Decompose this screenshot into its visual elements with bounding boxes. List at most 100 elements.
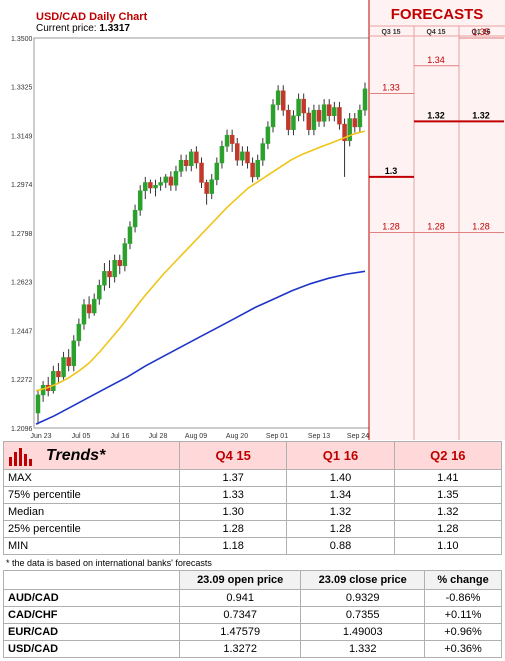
usdcad-chart: 1.3500 1.3325 1.3149 1.2974 1.2798 1.2623 1.24… — [11, 0, 505, 440]
candle-body — [337, 107, 342, 125]
trends-col-q4-15: Q4 15 — [178, 441, 288, 470]
pairs-table: 23.09 open price 23.09 close price % cha… — [3, 570, 502, 658]
pair-close: 0.7355 — [300, 606, 426, 624]
pair-change: +0.36% — [424, 640, 502, 658]
pair-name: CAD/CHF — [3, 606, 180, 624]
forecast-value: 1.28 — [382, 221, 400, 231]
candle-body — [332, 107, 337, 117]
y-tick-label: 1.3500 — [11, 36, 33, 43]
forecast-panel — [369, 0, 505, 440]
current-price-value: 1.3317 — [99, 23, 130, 34]
y-tick-label: 1.2096 — [11, 426, 33, 433]
pairs-row: USD/CAD 1.3272 1.332 +0.36% — [3, 640, 502, 658]
trends-cell: 1.41 — [393, 469, 503, 487]
candle-body — [86, 304, 92, 314]
bar-chart-icon — [9, 447, 32, 466]
candle-body — [342, 123, 347, 142]
trends-cell: 1.28 — [393, 520, 503, 538]
candle-body — [199, 162, 204, 183]
x-tick-label: Sep 13 — [308, 433, 330, 440]
trends-table: Trends* Q4 15 Q1 16 Q2 16 MAX 1.37 1.40 1.4… — [3, 441, 503, 555]
forecast-col-header: Q3 15 — [381, 29, 400, 36]
candle-body — [286, 109, 291, 130]
trends-cell: 1.32 — [286, 503, 395, 521]
candle-body — [204, 182, 209, 194]
pair-open: 0.941 — [178, 589, 302, 607]
x-tick-label: Jul 16 — [111, 433, 130, 440]
candle-body — [235, 143, 240, 161]
trends-row-label: MAX — [3, 469, 180, 487]
y-tick-label: 1.2447 — [11, 329, 33, 336]
candle-body — [117, 259, 122, 267]
candle-body — [291, 115, 296, 130]
chart-area: 1.3500 1.3325 1.3149 1.2974 1.2798 1.2623 1.24… — [11, 0, 505, 440]
trends-cell: 1.32 — [393, 503, 503, 521]
x-tick-label: Aug 20 — [226, 433, 248, 440]
candle-body — [306, 112, 312, 130]
trends-row: MAX 1.37 1.40 1.41 — [3, 469, 503, 487]
trends-note: * the data is based on international ban… — [6, 558, 212, 568]
x-tick-label: Aug 09 — [185, 433, 207, 440]
forecast-value: 1.28 — [427, 221, 445, 231]
y-tick-label: 1.2623 — [11, 280, 33, 287]
candle-body — [137, 190, 143, 211]
trends-cell: 1.10 — [393, 537, 503, 555]
candle-body — [229, 134, 235, 144]
candle-body — [224, 134, 230, 147]
candle-body — [316, 109, 322, 122]
candle-body — [178, 159, 184, 172]
candle-body — [153, 184, 158, 189]
forecast-value: 1.35 — [472, 27, 490, 37]
candle-body — [240, 151, 245, 161]
candle-body — [107, 271, 112, 278]
pairs-header-row: 23.09 open price 23.09 close price % cha… — [3, 570, 502, 590]
candle-body — [76, 323, 82, 342]
pair-name: AUD/CAD — [3, 589, 180, 607]
forecast-value: 1.34 — [427, 55, 445, 65]
pair-open: 0.7347 — [178, 606, 302, 624]
candle-body — [194, 151, 199, 164]
y-tick-label: 1.3325 — [11, 85, 33, 92]
pairs-col-change: % change — [424, 570, 502, 590]
candle-body — [362, 88, 368, 111]
candle-body — [173, 171, 179, 186]
forecast-value: 1.28 — [472, 221, 490, 231]
x-tick-label: Jul 28 — [149, 433, 168, 440]
candle-body — [245, 151, 250, 164]
pair-name: EUR/CAD — [3, 623, 180, 641]
pairs-col-empty — [3, 570, 180, 590]
candle-body — [311, 109, 317, 130]
pairs-section: 23.09 open price 23.09 close price % cha… — [3, 570, 502, 658]
candle-body — [148, 182, 153, 189]
trends-title: Trends* — [46, 446, 106, 464]
pairs-col-close: 23.09 close price — [300, 570, 426, 590]
trends-cell: 1.28 — [286, 520, 395, 538]
pairs-row: EUR/CAD 1.47579 1.49003 +0.96% — [3, 623, 502, 641]
ma-short-line — [35, 130, 366, 392]
forecast-value: 1.32 — [427, 110, 445, 120]
candle-body — [158, 182, 163, 186]
y-tick-label: 1.3149 — [11, 134, 33, 141]
trends-cell: 1.30 — [178, 503, 288, 521]
pair-close: 1.332 — [300, 640, 426, 658]
trends-row: Median 1.30 1.32 1.32 — [3, 503, 503, 521]
candle-body — [127, 226, 133, 244]
y-tick-label: 1.2974 — [11, 182, 33, 189]
y-tick-label: 1.2798 — [11, 231, 33, 238]
trends-cell: 1.34 — [286, 486, 395, 504]
forecast-title: FORECASTS — [390, 6, 484, 23]
trends-cell: 1.18 — [178, 537, 288, 555]
candle-body — [132, 209, 138, 228]
candle-body — [35, 394, 41, 414]
candle-body — [321, 104, 327, 122]
candle-body — [352, 118, 358, 128]
forecast-col-header: Q1 16 — [471, 29, 490, 36]
candle-body — [270, 104, 276, 128]
pairs-row: AUD/CAD 0.941 0.9329 -0.86% — [3, 589, 502, 607]
candle-body — [97, 284, 102, 300]
forecast-value: 1.3 — [385, 166, 398, 176]
trends-cell: 1.37 — [178, 469, 288, 487]
candle-body — [163, 176, 168, 183]
pair-close: 0.9329 — [300, 589, 426, 607]
trends-header-row: Trends* Q4 15 Q1 16 Q2 16 — [3, 441, 503, 470]
